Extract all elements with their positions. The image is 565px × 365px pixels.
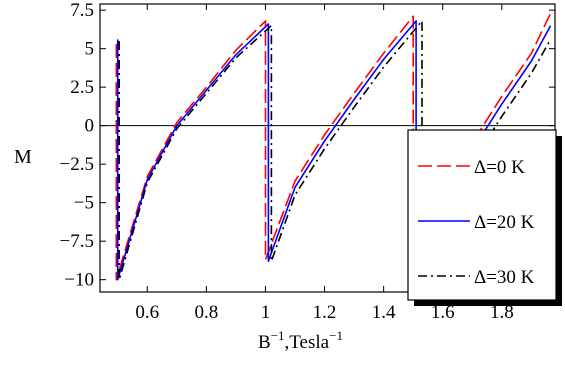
- legend-label-0: Δ=0 K: [474, 157, 525, 178]
- x-axis-label-unit-exponent: −1: [329, 328, 343, 343]
- x-axis-label-base: B: [258, 332, 271, 353]
- y-tick-label: 2.5: [70, 77, 94, 98]
- x-tick-label: 1.6: [431, 302, 455, 323]
- y-tick-label: −10: [64, 270, 94, 291]
- series-line-0: [115, 12, 552, 281]
- ticks-layer: 0.6 0.8 1 1.2 1.4 1.6 1.8 7.5 5 2.5 0 −2.5 −5 −7.5 −10: [60, 0, 555, 323]
- y-tick-label: −5: [74, 193, 94, 214]
- x-axis-label: B−1,Tesla−1: [258, 328, 343, 353]
- x-tick-label: 0.6: [135, 302, 159, 323]
- x-tick-label: 1: [261, 302, 271, 323]
- x-tick-label: 1.4: [372, 302, 396, 323]
- y-tick-label: −7.5: [60, 231, 94, 252]
- legend-box: [407, 129, 557, 301]
- legend: Δ=0 K Δ=20 K Δ=30 K: [407, 129, 562, 306]
- y-tick-label: 5: [85, 39, 95, 60]
- x-tick-label: 1.8: [490, 302, 514, 323]
- y-tick-label: 7.5: [70, 0, 94, 21]
- y-tick-label: −2.5: [60, 154, 94, 175]
- y-axis-label: M: [14, 146, 32, 168]
- legend-label-1: Δ=20 K: [474, 212, 535, 233]
- x-tick-label: 0.8: [194, 302, 218, 323]
- x-axis-label-unit: ,Tesla: [285, 332, 330, 353]
- x-tick-label: 1.2: [313, 302, 337, 323]
- y-tick-label: 0: [85, 116, 95, 137]
- legend-label-2: Δ=30 K: [474, 267, 535, 288]
- x-axis-label-exponent: −1: [271, 328, 285, 343]
